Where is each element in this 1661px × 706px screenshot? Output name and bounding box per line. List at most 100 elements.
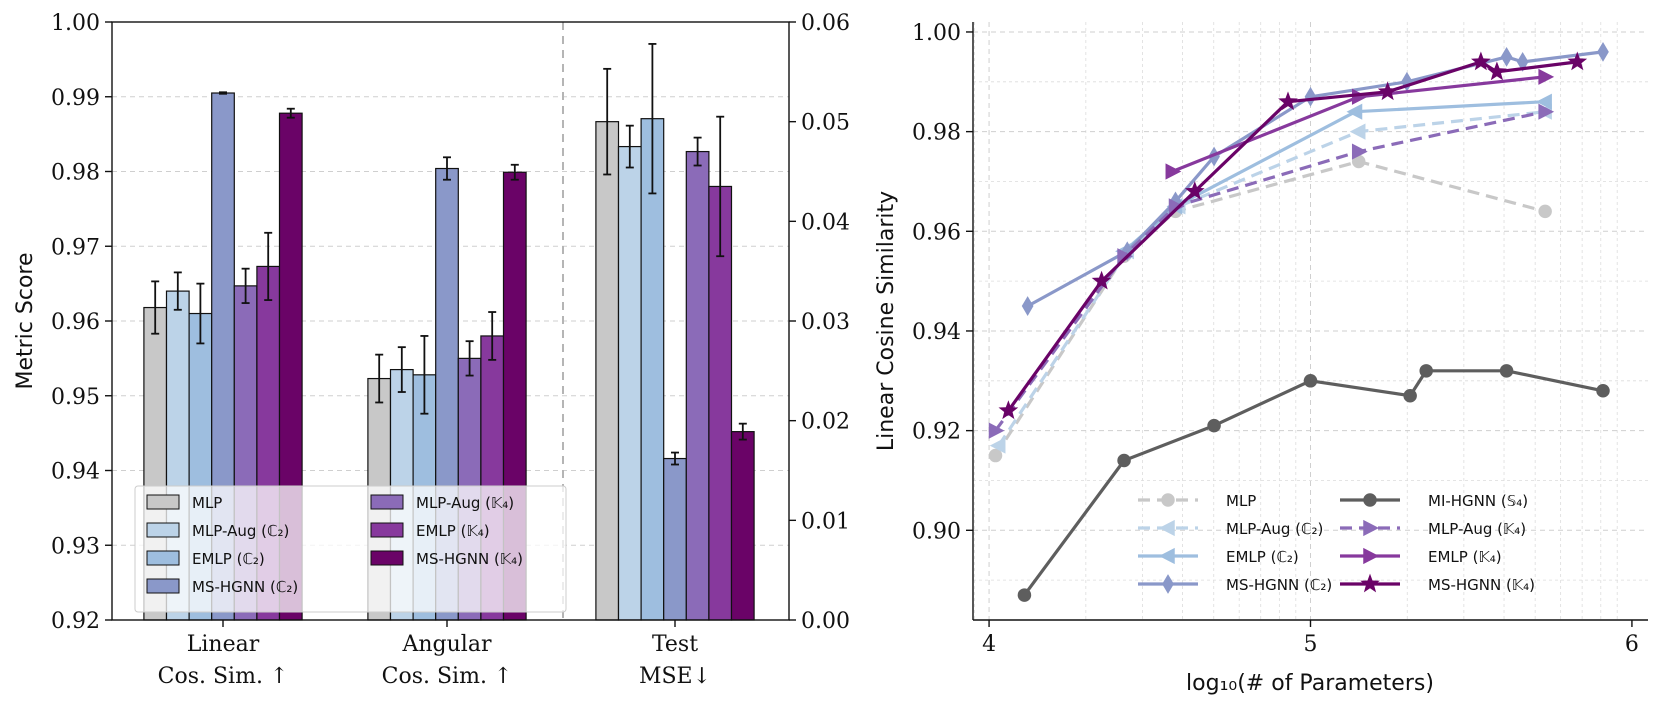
y-tick-label: 0.92 — [51, 609, 100, 634]
legend-swatch — [146, 522, 180, 538]
marker-diamond — [1516, 51, 1529, 72]
series-line — [994, 159, 1546, 457]
group-label-line1: Test — [652, 632, 698, 657]
marker-star — [1091, 270, 1112, 290]
marker-triangle-right — [1363, 519, 1379, 537]
marker-circle — [988, 448, 1003, 463]
legend-label: EMLP (𝕂₄) — [416, 522, 490, 540]
marker-diamond — [1401, 71, 1413, 92]
legend-swatch — [370, 550, 404, 566]
legend-swatch — [146, 578, 180, 594]
bar-chart-legend: MLP MLP-Aug (ℂ₂) EMLP (ℂ₂) MS-HGNN (ℂ₂) MLP-… — [134, 485, 567, 613]
y2-tick-label: 0.03 — [801, 310, 850, 335]
marker-circle — [1351, 154, 1366, 169]
y2-tick-label: 0.04 — [801, 210, 850, 235]
legend-label: MLP-Aug (𝕂₄) — [1428, 520, 1526, 538]
marker-circle — [1117, 453, 1131, 468]
y-tick-label: 0.94 — [51, 460, 100, 485]
marker-diamond — [1304, 86, 1317, 107]
marker-diamond — [1208, 146, 1220, 167]
legend-label: MLP-Aug (𝕂₄) — [416, 494, 514, 512]
marker-triangle-right — [1165, 163, 1182, 180]
y-tick-label: 0.93 — [51, 534, 100, 559]
marker-triangle-right — [1363, 547, 1379, 565]
group-label-line2: Cos. Sim. ↑ — [158, 664, 289, 689]
y2-tick-label: 0.00 — [801, 609, 850, 634]
bar-chart-bars — [143, 43, 755, 621]
y-tick-label: 0.97 — [51, 235, 100, 260]
marker-star — [1567, 51, 1588, 71]
x-tick-label: 4 — [982, 632, 996, 657]
y-tick-label: 0.95 — [51, 385, 100, 410]
series-line — [1023, 369, 1604, 597]
marker-circle — [1419, 364, 1433, 378]
group-label-line1: Linear — [187, 632, 260, 657]
marker-circle — [1538, 204, 1552, 219]
legend-label: MS-HGNN (𝕂₄) — [1428, 576, 1535, 594]
marker-star — [1278, 91, 1298, 111]
y2-tick-label: 0.06 — [801, 11, 850, 36]
legend-label: MI-HGNN (𝕊₄) — [1428, 492, 1528, 510]
legend-label: EMLP (ℂ₂) — [1226, 548, 1299, 566]
y-tick-label: 0.90 — [912, 519, 961, 544]
bar-chart-y-ticks: 0.92 0.93 0.94 0.95 0.96 0.97 0.98 0.99 1.00 — [51, 11, 112, 634]
marker-star — [1471, 51, 1491, 71]
marker-triangle-left — [1349, 123, 1366, 140]
legend-label: MLP-Aug (ℂ₂) — [192, 522, 289, 540]
legend-swatch — [370, 522, 404, 538]
marker-triangle-left — [989, 437, 1006, 454]
series-line — [997, 110, 1546, 447]
legend-label: MS-HGNN (ℂ₂) — [1226, 576, 1332, 594]
marker-circle — [1363, 493, 1377, 507]
marker-triangle-left — [1159, 547, 1175, 565]
marker-star — [1487, 61, 1507, 81]
legend-label: MLP — [1226, 492, 1256, 510]
bar — [685, 150, 710, 621]
x-tick-label: 5 — [1304, 632, 1318, 657]
line-chart-grid — [973, 22, 1648, 620]
y2-tick-label: 0.05 — [801, 111, 850, 136]
legend-frame — [134, 485, 567, 613]
bar-chart-y2-ticks: 0.00 0.01 0.02 0.03 0.04 0.05 0.06 — [789, 11, 850, 634]
line-chart-series — [988, 42, 1610, 602]
group-label-line2: Cos. Sim. ↑ — [382, 664, 513, 689]
marker-triangle-right — [1351, 143, 1368, 160]
legend-label: MS-HGNN (ℂ₂) — [192, 578, 298, 596]
marker-circle — [1017, 588, 1032, 602]
legend-swatch — [370, 494, 404, 510]
legend-label: EMLP (ℂ₂) — [192, 550, 265, 568]
marker-circle — [1499, 364, 1514, 378]
y2-tick-label: 0.02 — [801, 410, 850, 435]
y-tick-label: 1.00 — [912, 21, 961, 46]
y-tick-label: 0.99 — [51, 86, 100, 111]
marker-triangle-left — [1159, 519, 1175, 537]
x-tick-label: 6 — [1625, 632, 1639, 657]
marker-diamond — [1500, 46, 1513, 67]
y-tick-label: 0.92 — [912, 420, 961, 445]
marker-circle — [1207, 418, 1221, 433]
bar-chart: 0.92 0.93 0.94 0.95 0.96 0.97 0.98 0.99 1.00 0.0… — [13, 11, 850, 689]
y-tick-label: 0.96 — [51, 310, 100, 335]
y2-tick-label: 0.01 — [801, 509, 850, 534]
marker-circle — [1596, 384, 1610, 398]
y-tick-label: 0.98 — [51, 161, 100, 186]
y-tick-label: 0.94 — [912, 320, 961, 345]
line-chart-legend: MLP MLP-Aug (ℂ₂) EMLP (ℂ₂) MS-HGNN (ℂ₂) MI-H… — [1138, 492, 1535, 594]
line-chart-y-label: Linear Cosine Similarity — [874, 191, 899, 451]
legend-label: MLP — [192, 494, 222, 512]
marker-triangle-right — [1168, 198, 1185, 215]
marker-circle — [1403, 389, 1417, 403]
marker-circle — [1161, 493, 1175, 507]
line-chart: 0.90 0.92 0.94 0.96 0.98 1.00 4 5 6 Linear Cosi… — [874, 21, 1648, 696]
legend-label: EMLP (𝕂₄) — [1428, 548, 1502, 566]
marker-triangle-right — [1538, 68, 1555, 85]
line-chart-y-ticks: 0.90 0.92 0.94 0.96 0.98 1.00 — [912, 21, 973, 544]
group-label-line1: Angular — [402, 632, 492, 657]
legend-label: MS-HGNN (𝕂₄) — [416, 550, 523, 568]
series-line — [1007, 60, 1578, 412]
marker-triangle-left — [1346, 103, 1363, 120]
line-chart-x-label: log₁₀(# of Parameters) — [1186, 671, 1434, 696]
marker-diamond — [1162, 574, 1174, 594]
bar — [595, 121, 620, 621]
bar-chart-y-label: Metric Score — [13, 252, 38, 389]
